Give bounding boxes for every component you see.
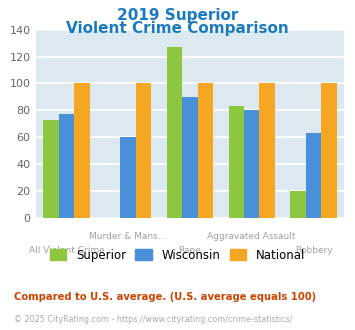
- Bar: [136, 83, 151, 218]
- Text: Violent Crime Comparison: Violent Crime Comparison: [66, 21, 289, 36]
- Text: Compared to U.S. average. (U.S. average equals 100): Compared to U.S. average. (U.S. average …: [14, 292, 316, 302]
- Bar: [229, 106, 244, 218]
- Bar: [59, 115, 74, 218]
- Text: 2019 Superior: 2019 Superior: [117, 8, 238, 23]
- Text: All Violent Crime: All Violent Crime: [28, 246, 104, 254]
- Text: Rape: Rape: [179, 246, 201, 254]
- Text: Robbery: Robbery: [295, 246, 332, 254]
- Legend: Superior, Wisconsin, National: Superior, Wisconsin, National: [45, 244, 310, 266]
- Text: Murder & Mans...: Murder & Mans...: [89, 232, 167, 241]
- Bar: [167, 47, 182, 218]
- Text: Aggravated Assault: Aggravated Assault: [207, 232, 296, 241]
- Bar: [198, 83, 213, 218]
- Bar: [43, 120, 59, 218]
- Text: © 2025 CityRating.com - https://www.cityrating.com/crime-statistics/: © 2025 CityRating.com - https://www.city…: [14, 315, 293, 324]
- Bar: [244, 110, 260, 218]
- Bar: [74, 83, 89, 218]
- Bar: [260, 83, 275, 218]
- Bar: [321, 83, 337, 218]
- Bar: [290, 191, 306, 218]
- Bar: [182, 97, 198, 218]
- Bar: [306, 133, 321, 218]
- Bar: [120, 137, 136, 218]
